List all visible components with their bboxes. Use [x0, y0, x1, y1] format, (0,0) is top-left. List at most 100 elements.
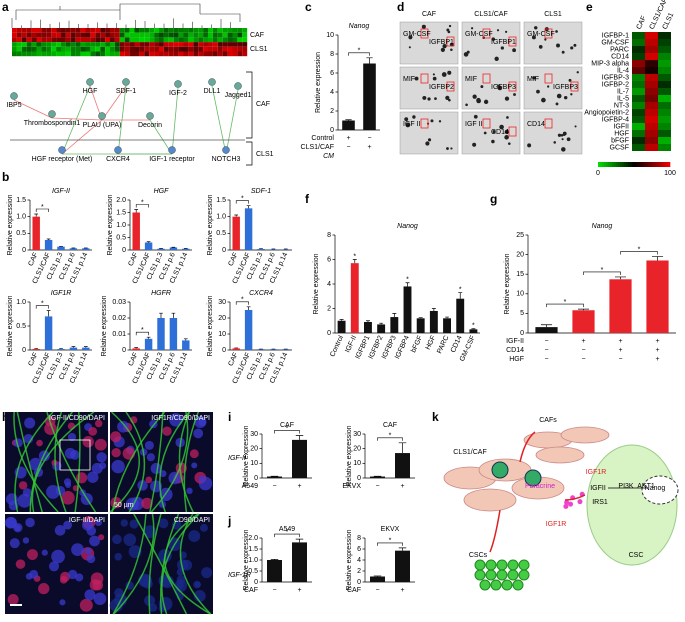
condition-mark: −	[346, 144, 350, 151]
heatmap-cell	[110, 28, 115, 33]
heatmap-cell	[80, 37, 86, 43]
y-axis-label: Relative expression	[107, 194, 114, 255]
heatmap-cell	[85, 32, 91, 38]
bar	[257, 349, 265, 350]
nucleus	[79, 598, 93, 612]
colorbar	[604, 162, 607, 167]
colorbar	[660, 162, 663, 167]
heatmap-cell	[168, 32, 174, 38]
nucleus	[94, 438, 107, 451]
array-image	[523, 111, 583, 155]
y-tick-label: 6	[327, 256, 331, 263]
heatmap-cell	[31, 37, 37, 43]
bar	[469, 329, 478, 333]
network-node	[114, 146, 122, 154]
cls1-cluster	[524, 469, 542, 487]
array-spot-label: IGF II	[465, 121, 483, 128]
bar	[269, 349, 278, 350]
condition-mark: +	[581, 338, 585, 345]
heatmap-cell	[36, 46, 42, 52]
bar	[132, 348, 140, 350]
heatmap-cell	[658, 74, 671, 81]
y-tick-label: 25	[516, 232, 524, 239]
cell-csc-small	[485, 559, 497, 571]
network-node-label: Jagged1	[225, 92, 252, 99]
significance: *	[601, 267, 604, 274]
array-spot	[504, 129, 509, 135]
heatmap-cell	[110, 46, 115, 52]
heatmap-cell	[124, 51, 130, 57]
heatmap-cell	[80, 46, 86, 52]
heatmap-cell	[80, 28, 86, 33]
colorbar	[618, 162, 621, 167]
nucleus	[90, 572, 104, 585]
significance: *	[358, 48, 361, 55]
heatmap-cell	[124, 42, 130, 47]
array-spot	[447, 70, 452, 75]
array-box	[544, 73, 553, 84]
nucleus	[174, 579, 188, 592]
heatmap-cell	[237, 42, 243, 47]
bar	[292, 542, 307, 582]
condition-mark: −	[272, 587, 276, 594]
heatmap-cell	[12, 37, 17, 43]
y-tick-label: 2	[357, 568, 361, 575]
heatmap-cell	[232, 42, 238, 47]
nucleus	[162, 426, 172, 436]
bar	[337, 320, 346, 333]
y-tick-label: 2.0	[116, 197, 126, 204]
heatmap-cell	[51, 46, 57, 52]
bar	[82, 347, 90, 350]
heatmap-cell	[658, 130, 671, 137]
heatmap-cell	[203, 37, 208, 43]
heatmap-cell	[114, 46, 120, 52]
heatmap-cell	[110, 37, 115, 43]
colorbar	[612, 162, 615, 167]
heatmap-cell	[85, 28, 91, 33]
nucleus	[84, 589, 96, 601]
heatmap-cell	[65, 32, 71, 38]
heatmap-cell	[80, 32, 86, 38]
array-spot	[408, 35, 413, 40]
heatmap-cell	[232, 46, 238, 52]
array-image	[461, 66, 521, 110]
panel-label: k	[432, 410, 439, 424]
cell-csc-small	[490, 579, 502, 591]
array-spot	[449, 42, 454, 47]
array-spot	[576, 71, 579, 74]
bar	[282, 249, 290, 250]
heatmap-cell	[65, 46, 71, 52]
significance: *	[241, 297, 244, 304]
network-node	[174, 80, 182, 88]
heatmap-cell	[658, 137, 671, 144]
y-tick-label: 0	[520, 330, 524, 337]
heatmap-cell	[90, 46, 96, 52]
bar	[182, 340, 190, 350]
x-tick-label: CAF	[227, 352, 239, 368]
cell-csc-small	[485, 569, 497, 581]
condition-mark: −	[375, 483, 379, 490]
colorbar	[652, 162, 655, 167]
heatmap-cell	[95, 42, 101, 47]
heatmap-cell	[70, 32, 76, 38]
heatmap-cell	[242, 32, 248, 38]
array-spot	[568, 78, 572, 82]
network-node-label: IGF-2	[169, 90, 187, 97]
nucleus	[94, 518, 103, 527]
panel-label: d	[397, 0, 404, 14]
heatmap-cell	[183, 42, 189, 47]
cell-csc-small	[518, 569, 530, 581]
heatmap-cell	[198, 46, 204, 52]
heatmap-row-label: bFGF	[611, 137, 629, 144]
heatmap-cell	[61, 37, 66, 43]
condition-mark: +	[346, 135, 350, 142]
heatmap-cell	[51, 28, 57, 33]
x-tick-label: HGF	[425, 335, 438, 351]
heatmap-cell	[41, 28, 47, 33]
stroma	[16, 411, 43, 513]
y-tick-label: 0.02	[112, 315, 126, 322]
heatmap-cell	[163, 37, 169, 43]
heatmap-cell	[129, 28, 135, 33]
heatmap-cell	[645, 88, 658, 95]
